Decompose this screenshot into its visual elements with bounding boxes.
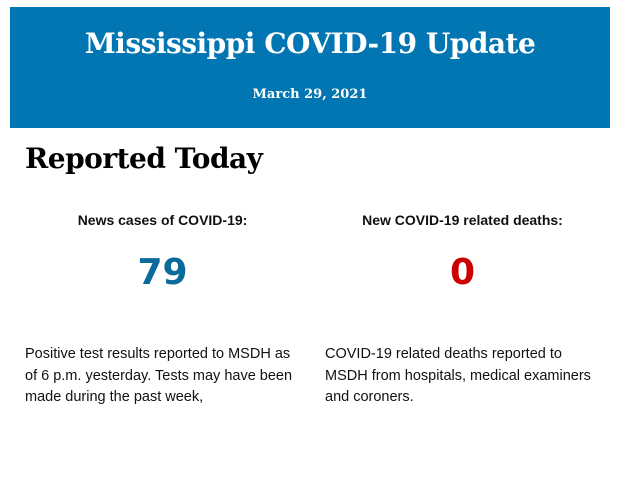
header-banner: Mississippi COVID-19 Update March 29, 20… [10, 7, 610, 128]
new-deaths-label: New COVID-19 related deaths: [362, 212, 563, 228]
new-cases-value: 79 [137, 252, 188, 293]
new-cases-stat: News cases of COVID-19: 79 Positive test… [25, 212, 300, 405]
page-title: Mississippi COVID-19 Update [84, 27, 536, 60]
new-cases-label: News cases of COVID-19: [77, 212, 248, 228]
section-title: Reported Today [25, 142, 263, 175]
report-date: March 29, 2021 [252, 87, 368, 102]
new-deaths-value: 0 [449, 252, 476, 293]
new-cases-description: Positive test results reported to MSDH a… [25, 346, 293, 405]
new-deaths-stat: New COVID-19 related deaths: 0 COVID-19 … [325, 212, 600, 405]
new-deaths-description: COVID-19 related deaths reported to MSDH… [325, 346, 591, 405]
